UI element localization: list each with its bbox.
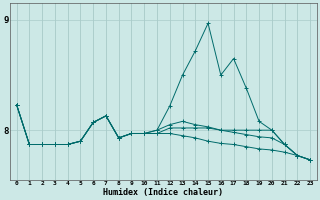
X-axis label: Humidex (Indice chaleur): Humidex (Indice chaleur) xyxy=(103,188,223,197)
